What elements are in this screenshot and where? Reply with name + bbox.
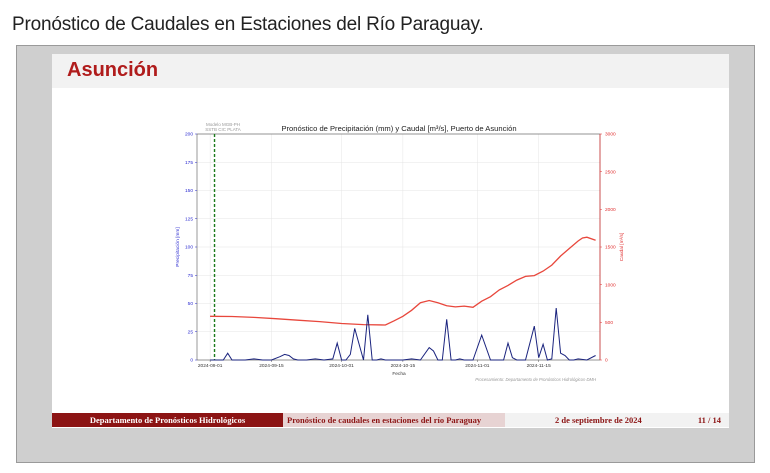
x-tick-label: 2024-09-15 [259, 363, 284, 369]
left-tick-label: 200 [185, 132, 193, 138]
right-tick-label: 2000 [605, 207, 616, 213]
x-tick-label: 2024-10-15 [391, 363, 416, 369]
x-axis: 2024-09-01 2024-09-15 2024-10-01 2024-10-15… [198, 360, 551, 369]
x-tick-label: 2024-10-01 [329, 363, 354, 369]
footer-date-page: 2 de septiembre de 2024 11 / 14 [505, 413, 729, 427]
left-tick-label: 100 [185, 245, 193, 251]
x-tick-label: 2024-11-15 [527, 363, 552, 369]
series-line-caudal [210, 236, 596, 326]
slide-header: Asunción [52, 54, 729, 88]
footer-date: 2 de septiembre de 2024 [555, 415, 642, 425]
left-tick-label: 25 [188, 329, 194, 335]
footer-department: Departamento de Pronósticos Hidrológicos [52, 413, 283, 427]
page-title: Pronóstico de Caudales en Estaciones del… [12, 14, 484, 35]
x-tick-label: 2024-11-01 [465, 363, 490, 369]
right-tick-label: 3000 [605, 132, 616, 138]
chart-credit: Procesamiento: Departamento de Pronóstic… [475, 377, 597, 382]
slide: Asunción [52, 54, 729, 428]
footer-subject: Pronóstico de caudales en estaciones del… [283, 413, 505, 427]
left-axis: 0 25 50 75 100 125 150 175 200 [185, 132, 197, 364]
left-tick-label: 150 [185, 188, 193, 194]
left-tick-label: 50 [188, 301, 194, 307]
left-tick-label: 0 [190, 358, 193, 364]
model-label-1: Modelo MGB-PH [206, 122, 240, 127]
left-tick-label: 75 [188, 273, 194, 279]
right-axis: 0 500 1000 1500 2000 2500 3000 [599, 132, 616, 364]
footer-page-number: 11 / 14 [697, 415, 721, 425]
chart-grid [197, 133, 600, 361]
x-tick-label: 2024-09-01 [198, 363, 223, 369]
right-tick-label: 1000 [605, 282, 616, 288]
right-tick-label: 2500 [605, 169, 616, 175]
left-tick-label: 125 [185, 216, 193, 222]
chart-title: Pronóstico de Precipitación (mm) y Cauda… [281, 124, 516, 133]
right-tick-label: 500 [605, 320, 613, 326]
right-tick-label: 1500 [605, 245, 616, 251]
y-axis-label-left: Precipitación [mm] [175, 227, 181, 266]
left-tick-label: 175 [185, 160, 193, 166]
series-line-precipitacion [210, 307, 596, 361]
chart: 0 25 50 75 100 125 150 175 200 0 500 1000 1500 2000 2… [175, 122, 625, 382]
y-axis-label-right: Caudal [m³/s] [619, 233, 625, 262]
model-label-2: SSTB CIC PLATA [205, 127, 241, 132]
slide-title: Asunción [67, 59, 159, 81]
right-tick-label: 0 [605, 358, 608, 364]
x-axis-label: Fecha [392, 371, 406, 377]
slide-footer: Departamento de Pronósticos Hidrológicos… [52, 413, 729, 427]
